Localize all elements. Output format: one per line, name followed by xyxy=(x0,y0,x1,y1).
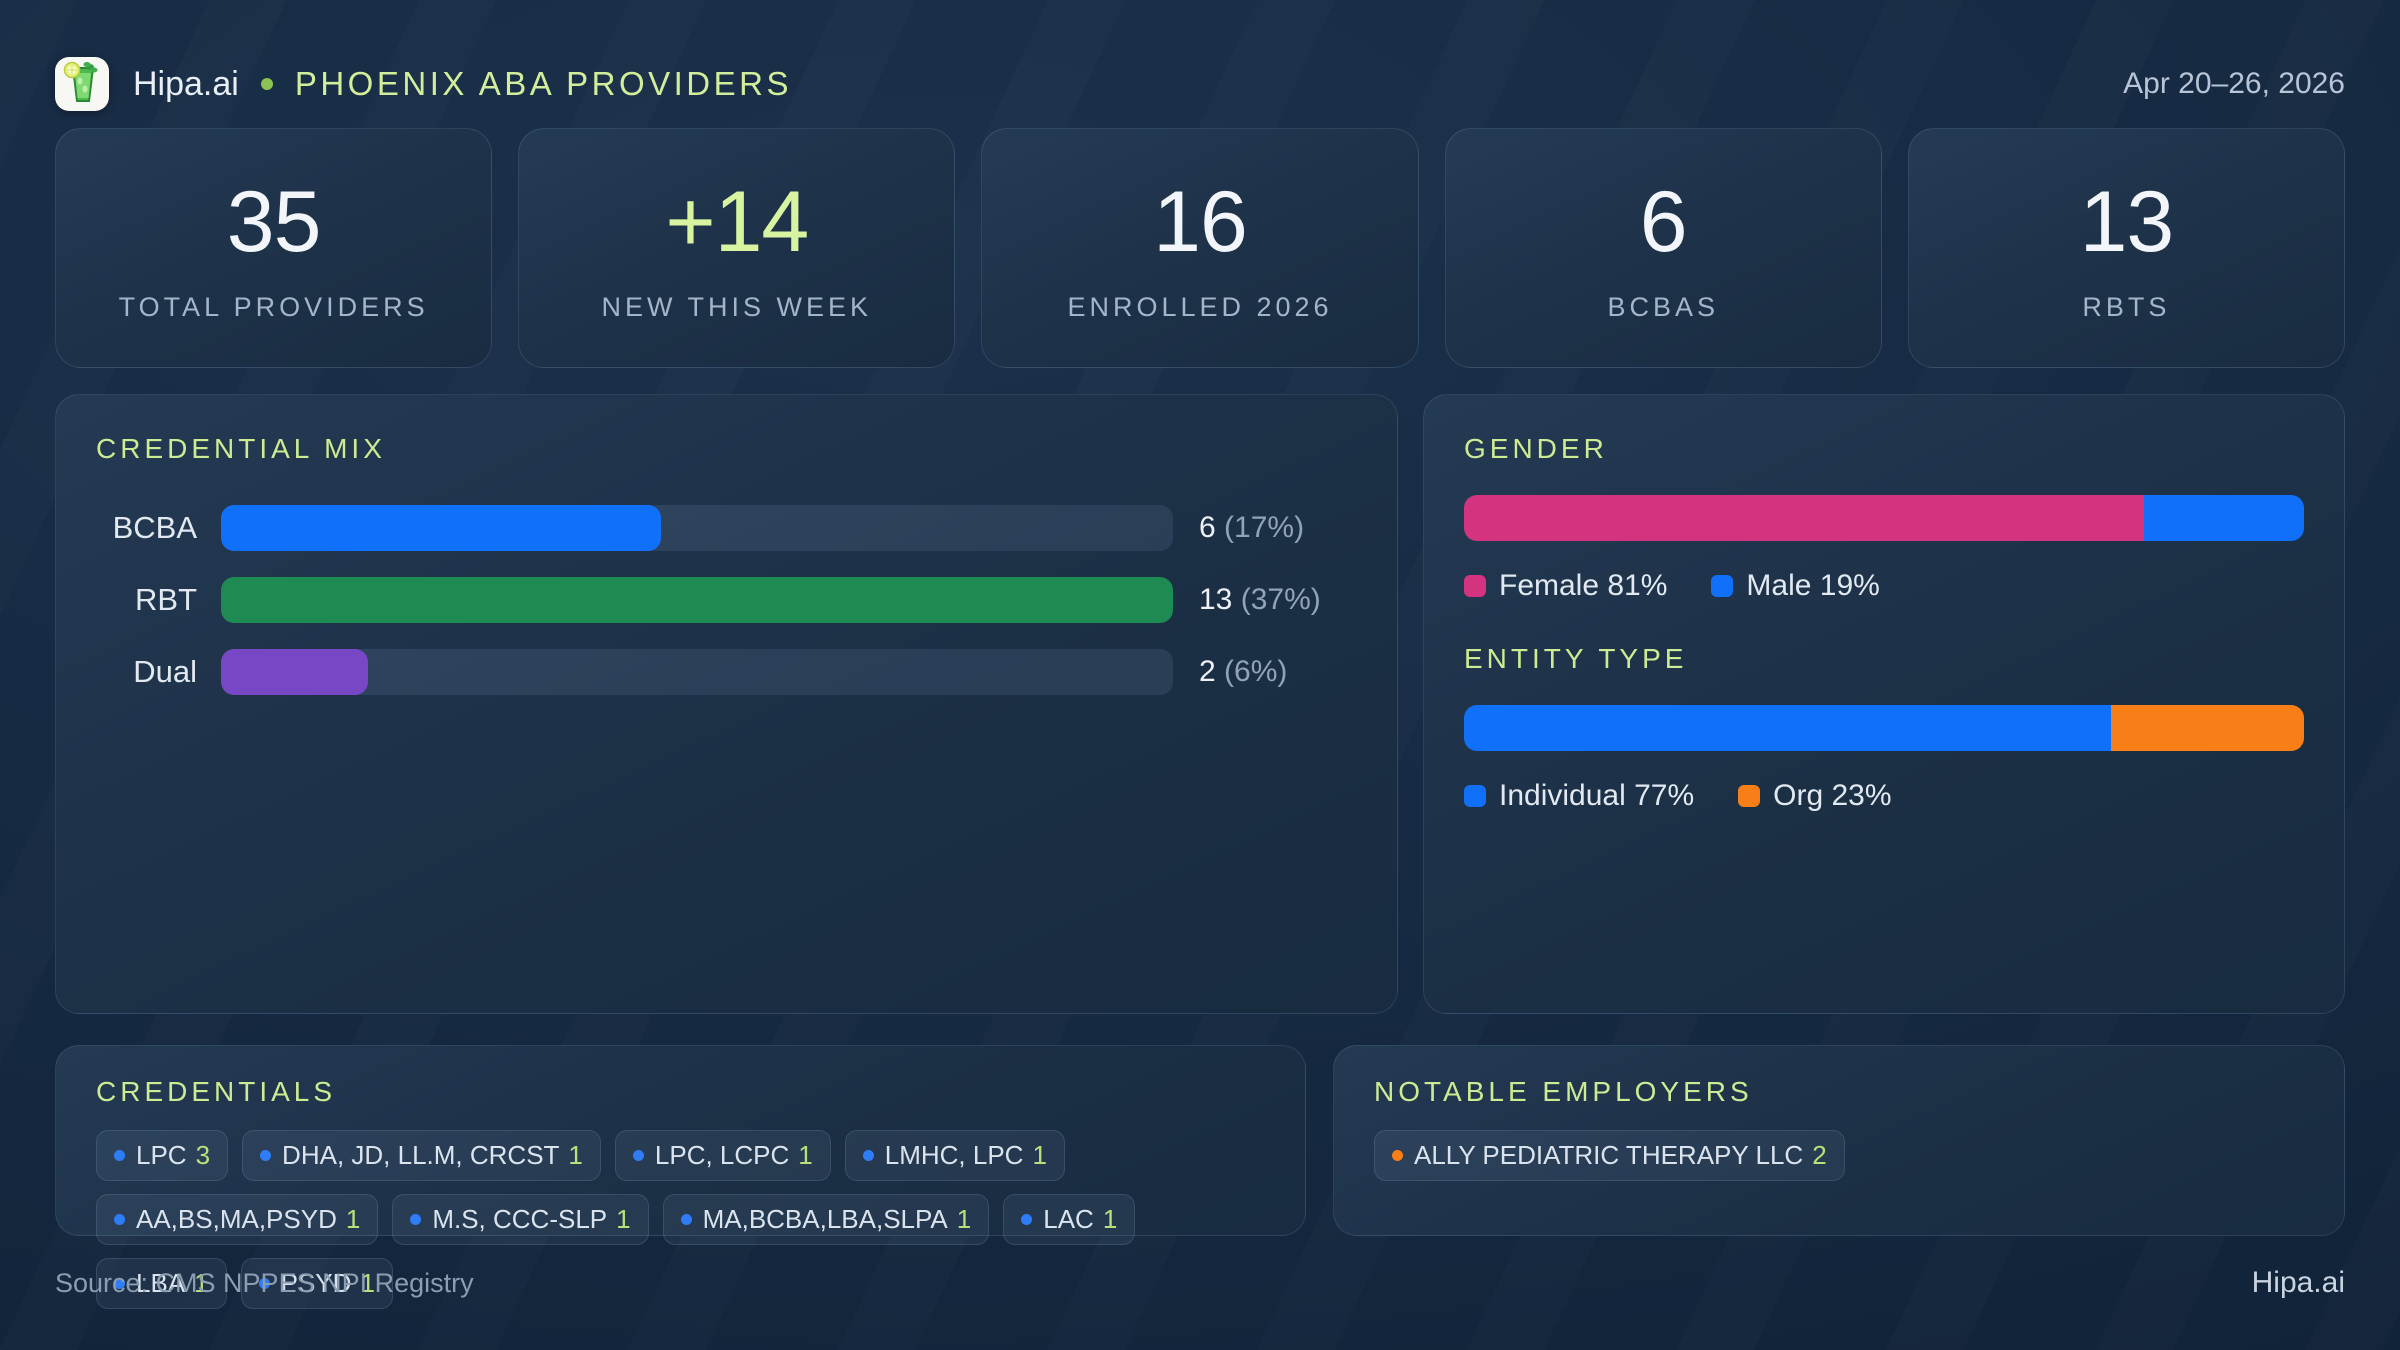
stat-card-enrolled-2026: 16 ENROLLED 2026 xyxy=(981,128,1419,368)
bar-fill xyxy=(221,577,1173,623)
org-swatch-icon xyxy=(1738,785,1761,807)
credential-tag: AA,BS,MA,PSYD 1 xyxy=(96,1194,379,1245)
orange-dot-icon xyxy=(1392,1150,1403,1161)
stat-card-total-providers: 35 TOTAL PROVIDERS xyxy=(55,128,493,368)
credentials-title: CREDENTIALS xyxy=(96,1076,337,1107)
gender-legend: Female 81% Male 19% xyxy=(1464,569,2304,603)
credential-tag: M.S, CCC-SLP 1 xyxy=(392,1194,649,1245)
blue-dot-icon xyxy=(410,1214,422,1225)
stat-label: NEW THIS WEEK xyxy=(601,292,873,322)
legend-item-male: Male 19% xyxy=(1711,569,1880,603)
stat-value: 6 xyxy=(1639,174,1688,270)
credentials-panel: CREDENTIALS LPC 3 DHA, JD, LL.M, CRCST 1 L… xyxy=(55,1045,1306,1309)
legend-item-individual: Individual 77% xyxy=(1464,779,1694,813)
entity-segment-individual xyxy=(1464,705,2111,751)
gender-segment-female xyxy=(1464,495,2145,541)
separator-dot-icon xyxy=(260,78,273,90)
credential-tag: LAC 1 xyxy=(1003,1194,1136,1245)
footer-brand: Hipa.ai xyxy=(2251,1266,2345,1299)
bar-track xyxy=(221,505,1173,551)
bar-label: Dual xyxy=(133,654,197,689)
credential-tag: PSYD 1 xyxy=(240,1258,393,1309)
bar-track xyxy=(221,577,1173,623)
legend-item-org: Org 23% xyxy=(1738,779,1892,813)
bar-row-dual: Dual 2 (6%) xyxy=(96,649,1357,695)
bar-label: BCBA xyxy=(112,510,197,545)
stat-value: 16 xyxy=(1153,174,1248,270)
stat-label: RBTS xyxy=(2082,292,2171,322)
entity-type-legend: Individual 77% Org 23% xyxy=(1464,779,2304,813)
stat-value: 13 xyxy=(2079,174,2175,270)
bar-row-bcba: BCBA 6 (17%) xyxy=(96,505,1357,551)
bar-value: 13 (37%) xyxy=(1199,583,1321,616)
credential-tag: DHA, JD, LL.M, CRCST 1 xyxy=(242,1130,601,1181)
stat-card-rbts: 13 RBTS xyxy=(1907,128,2346,368)
blue-dot-icon xyxy=(260,1150,272,1161)
app-logo xyxy=(55,57,109,111)
stat-label: BCBAS xyxy=(1607,292,1719,322)
gender-stacked-bar xyxy=(1464,495,2304,541)
blue-dot-icon xyxy=(1021,1214,1033,1225)
employers-tag-list: ALLY PEDIATRIC THERAPY LLC 2 xyxy=(1374,1130,2304,1181)
entity-type-stacked-bar xyxy=(1464,705,2304,751)
credentials-tag-list: LPC 3 DHA, JD, LL.M, CRCST 1 LPC, LCPC 1 LM… xyxy=(96,1130,1265,1309)
credential-tag: LPC 3 xyxy=(96,1130,229,1181)
bar-label: RBT xyxy=(135,582,197,617)
gender-title: GENDER xyxy=(1464,433,1608,464)
bar-track xyxy=(221,649,1173,695)
footer: Source: CMS NPPES NPI Registry Hipa.ai xyxy=(55,1266,2345,1300)
date-range: Apr 20–26, 2026 xyxy=(2123,67,2345,100)
demographics-panel: GENDER Female 81% Male 19% ENTITY TYPE xyxy=(1423,394,2345,1014)
male-swatch-icon xyxy=(1711,575,1734,597)
stat-card-bcbas: 6 BCBAS xyxy=(1444,128,1882,368)
blue-dot-icon xyxy=(862,1150,874,1161)
legend-item-female: Female 81% xyxy=(1464,569,1667,603)
page-title: PHOENIX ABA PROVIDERS xyxy=(294,65,792,102)
bar-fill xyxy=(221,505,661,551)
entity-type-title: ENTITY TYPE xyxy=(1464,643,1688,674)
notable-employers-title: NOTABLE EMPLOYERS xyxy=(1374,1076,1753,1107)
stat-label: TOTAL PROVIDERS xyxy=(118,292,429,322)
blue-dot-icon xyxy=(632,1150,644,1161)
stat-card-new-this-week: +14 NEW THIS WEEK xyxy=(518,128,956,368)
stat-label: ENROLLED 2026 xyxy=(1067,292,1333,322)
entity-segment-org xyxy=(2110,705,2304,751)
credential-mix-title: CREDENTIAL MIX xyxy=(96,433,386,464)
blue-dot-icon xyxy=(258,1278,270,1289)
mojito-drink-icon xyxy=(63,61,101,108)
stat-value: +14 xyxy=(665,174,809,270)
bar-row-rbt: RBT 13 (37%) xyxy=(96,577,1357,623)
brand-name: Hipa.ai xyxy=(133,64,239,103)
individual-swatch-icon xyxy=(1464,785,1486,807)
credential-tag: LMHC, LPC 1 xyxy=(844,1130,1065,1181)
header: Hipa.ai PHOENIX ABA PROVIDERS Apr 20–26,… xyxy=(55,40,2345,128)
stat-cards-row: 35 TOTAL PROVIDERS +14 NEW THIS WEEK 16 … xyxy=(55,128,2346,368)
employer-tag: ALLY PEDIATRIC THERAPY LLC 2 xyxy=(1374,1130,1845,1181)
bar-value: 2 (6%) xyxy=(1199,655,1288,688)
stat-value: 35 xyxy=(226,174,322,270)
credential-tag: LBA 1 xyxy=(96,1258,227,1309)
credential-mix-panel: CREDENTIAL MIX BCBA 6 (17%) RBT xyxy=(55,394,1398,1014)
credential-mix-chart: BCBA 6 (17%) RBT xyxy=(96,505,1357,695)
data-source-note: Source: CMS NPPES NPI Registry xyxy=(55,1267,474,1298)
bar-fill xyxy=(221,649,368,695)
female-swatch-icon xyxy=(1464,575,1486,597)
gender-segment-male xyxy=(2144,495,2304,541)
credential-tag: MA,BCBA,LBA,SLPA 1 xyxy=(662,1194,990,1245)
notable-employers-panel: NOTABLE EMPLOYERS ALLY PEDIATRIC THERAPY… xyxy=(1333,1045,2345,1236)
blue-dot-icon xyxy=(114,1214,125,1225)
blue-dot-icon xyxy=(114,1150,125,1161)
blue-dot-icon xyxy=(680,1214,692,1225)
credential-tag: LPC, LCPC 1 xyxy=(614,1130,831,1181)
bar-value: 6 (17%) xyxy=(1199,511,1305,544)
blue-dot-icon xyxy=(114,1278,125,1289)
